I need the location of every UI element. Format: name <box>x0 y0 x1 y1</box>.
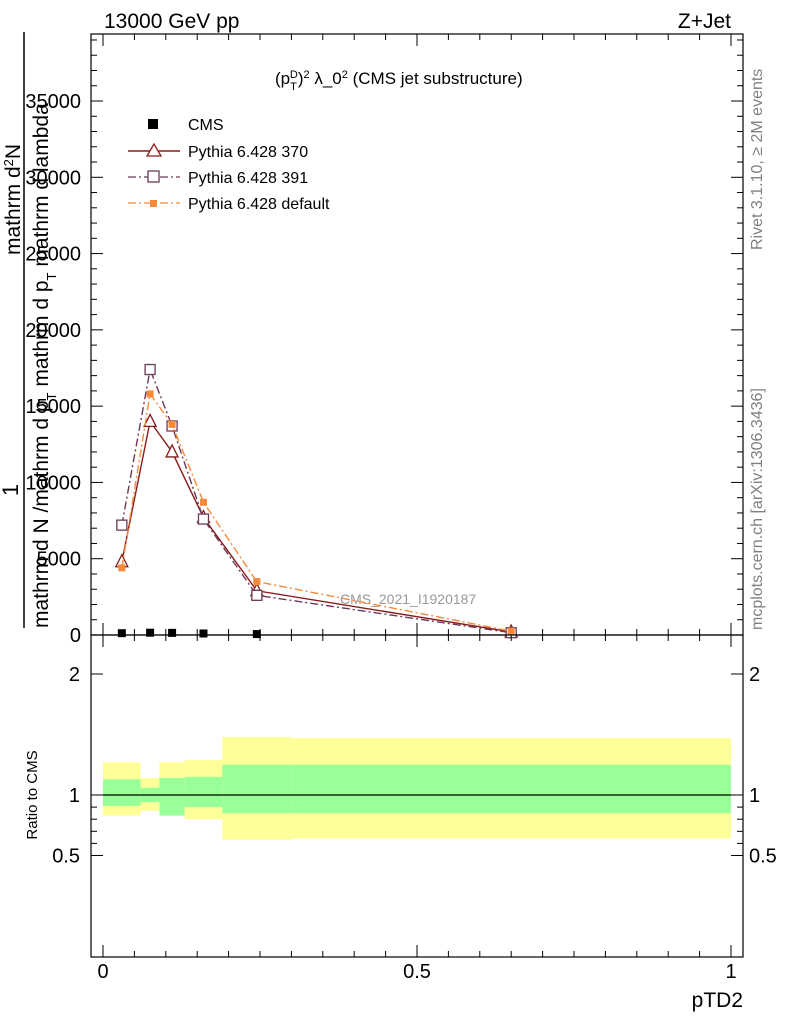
ratio-band-inner <box>184 776 223 808</box>
legend-label-cms: CMS <box>188 117 224 134</box>
data-point <box>168 420 176 428</box>
data-point <box>199 629 208 638</box>
data-point <box>168 628 177 637</box>
series-line <box>121 392 512 632</box>
x-tick-label: 0 <box>97 961 108 983</box>
legend: CMS Pythia 6.428 370 Pythia 6.428 391 Py… <box>128 117 330 213</box>
series-line <box>121 366 512 634</box>
ylabel-denominator: mathrm d N /mathrm d pT mathrm d pT math… <box>30 103 59 628</box>
main-axis-ticks <box>91 34 743 636</box>
ratio-y-label: Ratio to CMS <box>24 750 41 839</box>
x-tick-label: 0.5 <box>403 961 431 983</box>
ratio-bands-layer <box>103 736 731 840</box>
ratio-y-tick-labels: 0.5 0.5 1 1 2 2 <box>52 664 777 868</box>
data-point <box>116 519 128 531</box>
main-y-tick-label: 30000 <box>25 167 81 189</box>
ratio-band-inner <box>291 764 731 814</box>
data-point <box>197 513 210 525</box>
ratio-axis-ticks <box>91 635 743 957</box>
ratio-y-tick-label: 1 <box>69 785 80 807</box>
main-title: (pTD)2 λ_02 (CMS jet substructure) <box>275 69 523 93</box>
main-series-layer <box>114 363 519 639</box>
main-y-tick-label: 0 <box>70 625 81 647</box>
data-point <box>118 564 126 572</box>
legend-label-default: Pythia 6.428 default <box>188 196 330 213</box>
data-point <box>253 578 261 586</box>
ratio-y-tick-label: 0.5 <box>52 846 80 868</box>
data-point <box>143 412 158 428</box>
ylabel-numerator: mathrm d2N <box>1 144 26 255</box>
ratio-y-tick-label-right: 1 <box>749 785 760 807</box>
ratio-band-inner <box>103 779 141 806</box>
ratio-band-inner <box>159 778 185 816</box>
main-y-tick-label: 5000 <box>37 549 82 571</box>
legend-label-370: Pythia 6.428 370 <box>188 144 308 161</box>
main-y-tick-label: 25000 <box>25 244 81 266</box>
main-y-tick-label: 15000 <box>25 396 81 418</box>
main-y-tick-label: 10000 <box>25 472 81 494</box>
data-point <box>251 589 263 601</box>
data-point <box>144 363 156 376</box>
rivet-label: Rivet 3.1.10, ≥ 2M events <box>749 69 766 250</box>
legend-marker-default <box>150 200 157 207</box>
main-y-label: 1 mathrm d2N mathrm d N /mathrm d pT mat… <box>0 32 59 628</box>
data-point <box>252 630 261 639</box>
data-point <box>165 443 180 458</box>
data-point <box>117 629 126 638</box>
series-line <box>121 419 512 633</box>
x-axis-label: pTD2 <box>692 989 743 1012</box>
header-left: 13000 GeV pp <box>104 10 239 33</box>
legend-marker-370 <box>145 142 163 157</box>
series-cms <box>117 628 261 639</box>
data-point <box>507 627 515 635</box>
main-y-tick-label: 35000 <box>25 91 81 113</box>
ratio-x-tick-labels: 0 0.5 1 <box>97 961 736 983</box>
main-y-tick-labels: 0 5000 10000 15000 20000 25000 30000 35000 <box>25 91 81 647</box>
mcplots-label: mcplots.cern.ch [arXiv:1306.3436] <box>749 388 766 630</box>
ratio-band-inner <box>222 764 292 814</box>
header-right: Z+Jet <box>678 10 731 33</box>
legend-marker-391 <box>147 170 160 183</box>
x-tick-label: 1 <box>725 961 736 983</box>
ratio-y-tick-label: 2 <box>69 664 80 686</box>
ylabel-one: 1 <box>0 484 23 496</box>
ratio-y-tick-label-right: 0.5 <box>749 846 777 868</box>
data-point <box>199 498 207 506</box>
legend-label-391: Pythia 6.428 391 <box>188 170 308 187</box>
legend-marker-cms <box>148 119 158 129</box>
analysis-watermark: CMS_2021_I1920187 <box>340 591 476 607</box>
ratio-y-tick-label-right: 2 <box>749 664 760 686</box>
main-y-tick-label: 20000 <box>25 320 81 342</box>
series-pythia-6-428-default <box>118 390 515 635</box>
data-point <box>146 628 155 637</box>
data-point <box>146 390 154 398</box>
